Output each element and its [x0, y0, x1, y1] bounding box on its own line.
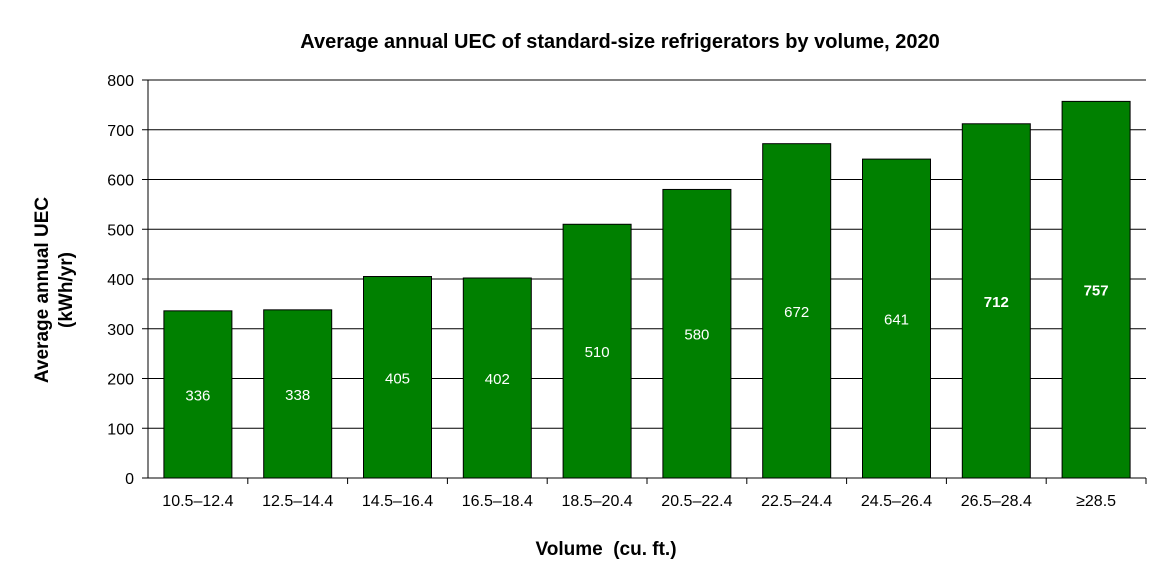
bar-value-label: 580: [684, 327, 709, 344]
bar-4: [462, 277, 532, 479]
bar-7: [762, 143, 832, 479]
data-labels: 336 338 405 402 510 580 672 641 712 757: [185, 283, 1108, 405]
bar-1: [163, 310, 233, 479]
y-tick-label: 600: [107, 173, 134, 190]
bar-3: [363, 276, 432, 479]
x-tick-label: 12.5–14.4: [262, 493, 333, 510]
y-axis-label-units: (kWh/yr): [56, 252, 77, 328]
bar-value-label: 405: [385, 370, 410, 387]
bar-value-label: 336: [185, 387, 210, 404]
y-tick-label: 800: [107, 73, 134, 90]
y-tick-label: 100: [107, 421, 134, 438]
y-axis-label-group: Average annual UEC (kWh/yr): [32, 197, 77, 383]
x-tick-label: 18.5–20.4: [562, 493, 633, 510]
bar-value-label: 757: [1084, 283, 1109, 300]
bar-value-label: 672: [784, 304, 809, 321]
bar-value-label: 641: [884, 312, 909, 329]
bar-value-label: 402: [485, 371, 510, 388]
x-axis-label: Volume (cu. ft.): [535, 539, 676, 560]
bar-6: [662, 188, 732, 479]
chart-title: Average annual UEC of standard-size refr…: [300, 31, 939, 53]
y-tick-label: 0: [125, 471, 134, 488]
bar-5: [562, 223, 632, 479]
y-tick-label: 300: [107, 322, 134, 339]
x-tick-label: 24.5–26.4: [861, 493, 932, 510]
bar-value-label: 338: [285, 387, 310, 404]
x-tick-label: 16.5–18.4: [462, 493, 533, 510]
x-tick-label: 20.5–22.4: [661, 493, 732, 510]
y-axis-label: Average annual UEC: [32, 197, 53, 383]
y-tick-label: 500: [107, 222, 134, 239]
x-tick-label: ≥28.5: [1076, 493, 1116, 510]
x-tick-label: 10.5–12.4: [162, 493, 233, 510]
bar-value-label: 712: [984, 294, 1009, 311]
y-tick-label: 200: [107, 372, 134, 389]
bar-10: [1061, 100, 1131, 479]
x-tick-label: 14.5–16.4: [362, 493, 433, 510]
bars: [163, 100, 1131, 479]
axes: [142, 79, 1147, 484]
x-tick-labels: 10.5–12.4 12.5–14.4 14.5–16.4 16.5–18.4 18.5…: [162, 493, 1116, 510]
x-tick-label: 26.5–28.4: [961, 493, 1032, 510]
bar-8: [862, 158, 931, 479]
x-tick-label: 22.5–24.4: [761, 493, 832, 510]
y-tick-label: 700: [107, 123, 134, 140]
y-tick-label: 400: [107, 272, 134, 289]
bar-2: [263, 309, 333, 479]
bar-value-label: 510: [585, 344, 610, 361]
y-tick-labels: 0 100 200 300 400 500 600 700 800: [107, 73, 134, 488]
